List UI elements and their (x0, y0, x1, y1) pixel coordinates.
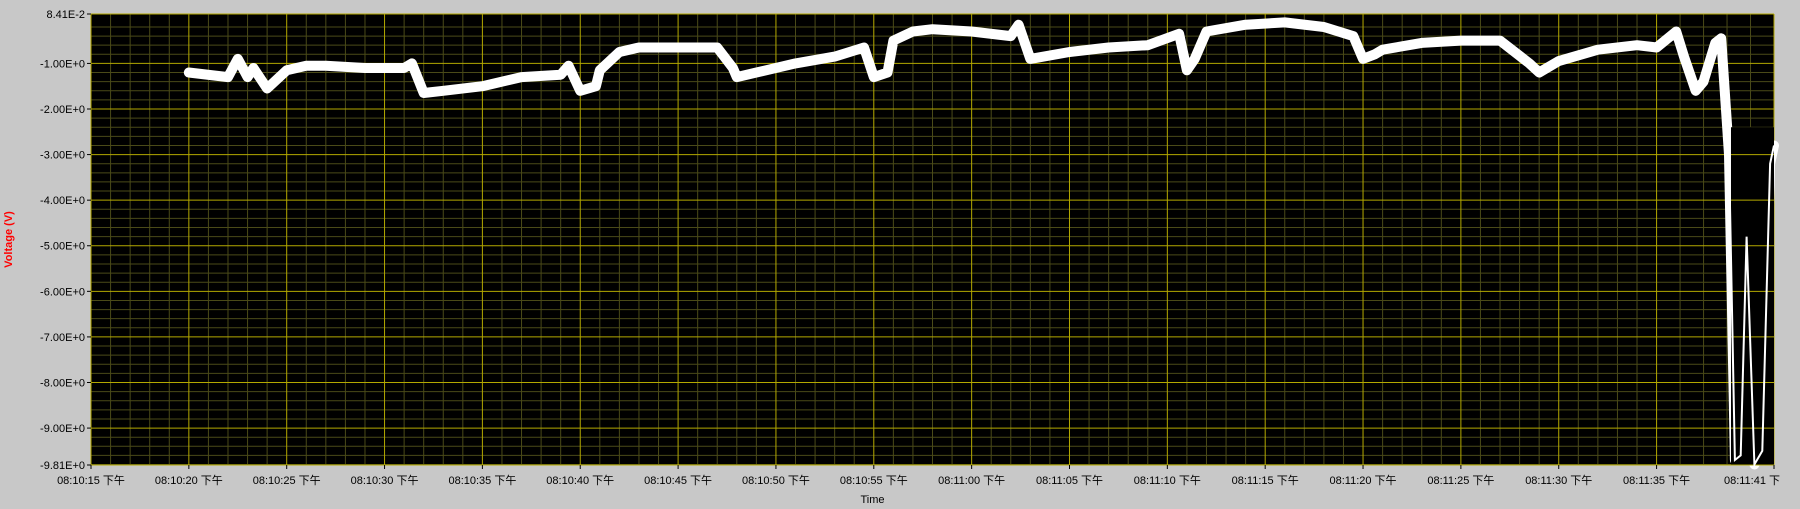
y-tick-label: -6.00E+0 (40, 286, 85, 298)
x-tick-label: 08:10:25 下午 (253, 474, 321, 487)
x-tick-label: 08:10:30 下午 (351, 474, 419, 487)
y-tick-label: -5.00E+0 (40, 241, 85, 253)
y-tick-label: -9.00E+0 (40, 423, 85, 435)
x-tick-label: 08:11:10 下午 (1134, 474, 1201, 487)
x-tick-label: 08:11:41 下 (1724, 475, 1780, 487)
x-tick-label: 08:11:30 下午 (1525, 474, 1592, 487)
x-tick-label: 08:11:15 下午 (1232, 474, 1299, 487)
y-tick-label: -7.00E+0 (40, 332, 85, 344)
series-spike-line (1728, 145, 1775, 469)
x-axis: 08:10:15 下午 08:10:20 下午 08:10:25 下午 08:10:3… (57, 465, 1780, 487)
x-tick-label: 08:11:05 下午 (1036, 474, 1103, 487)
x-tick-label: 08:10:45 下午 (644, 474, 712, 487)
series-line (188, 21, 1775, 469)
x-tick-label: 08:11:25 下午 (1427, 474, 1494, 487)
y-tick-label: -2.00E+0 (40, 104, 85, 116)
y-tick-label: 8.41E-2 (46, 9, 85, 21)
x-tick-label: 08:10:55 下午 (840, 474, 908, 487)
y-axis-label: Voltage (V) (3, 211, 15, 268)
y-axis: 8.41E-2 -1.00E+0 -2.00E+0 -3.00E+0 -4.00E+0 -… (40, 9, 91, 472)
x-tick-label: 08:10:15 下午 (57, 474, 125, 487)
x-tick-label: 08:10:50 下午 (742, 474, 810, 487)
x-tick-label: 08:11:20 下午 (1330, 474, 1397, 487)
y-tick-label: -8.00E+0 (40, 377, 85, 389)
y-tick-label: -1.00E+0 (40, 58, 85, 70)
x-tick-label: 08:10:40 下午 (546, 474, 614, 487)
x-tick-label: 08:11:35 下午 (1623, 474, 1690, 487)
series-trace (183, 17, 1779, 470)
x-axis-label: Time (860, 494, 884, 504)
x-tick-label: 08:11:00 下午 (938, 474, 1005, 487)
y-tick-label: -9.81E+0 (40, 460, 85, 472)
y-tick-label: -3.00E+0 (40, 150, 85, 162)
y-tick-label: -4.00E+0 (40, 195, 85, 207)
x-tick-label: 08:10:35 下午 (448, 474, 516, 487)
x-tick-label: 08:10:20 下午 (155, 474, 223, 487)
